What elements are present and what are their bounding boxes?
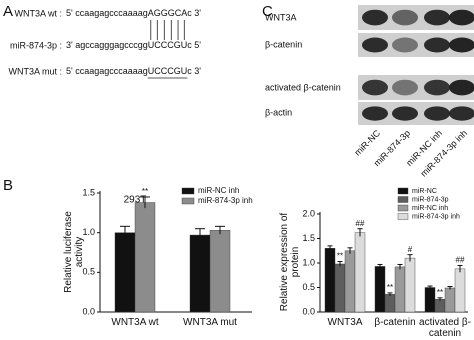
sequence-prefix: 5' ccaagagcccaaaag xyxy=(66,8,148,18)
sequence-name: WNT3A wt : xyxy=(14,8,62,18)
protein-label: activated β-catenin xyxy=(265,82,341,92)
bar xyxy=(134,202,156,313)
blot-band xyxy=(392,79,418,96)
sequence-prefix: 5' ccaagagcccaaaag xyxy=(66,66,148,76)
protein-label: β-catenin xyxy=(265,39,302,49)
significance-label: ** xyxy=(387,283,393,292)
x-tick-label: WNT3A wt xyxy=(111,317,159,328)
blot-band xyxy=(392,37,418,53)
blot-band xyxy=(449,37,474,53)
y-tick-label: 1.0 xyxy=(82,227,95,237)
bar xyxy=(424,287,436,313)
blot-band xyxy=(449,106,474,121)
blot-band xyxy=(362,9,388,26)
bar xyxy=(384,294,396,313)
y-tick-label: 1.0 xyxy=(302,257,315,267)
blot-band xyxy=(362,37,388,53)
seed-site: UCCCGU xyxy=(148,66,188,76)
bar xyxy=(354,232,366,313)
sequence-name: miR-874-3p : xyxy=(10,40,62,50)
significance-label: ** xyxy=(142,187,148,196)
protein-label: WNT3A xyxy=(265,12,297,22)
y-tick-label: 1.5 xyxy=(82,187,95,197)
x-tick-label: WNT3A xyxy=(327,317,363,328)
legend-swatch xyxy=(397,196,409,203)
seed-site: AGGGCA xyxy=(148,8,188,18)
y-tick-label: 1.5 xyxy=(302,233,315,243)
blot-band xyxy=(362,106,388,121)
legend-label: miR-NC inh xyxy=(198,186,239,195)
blot-band xyxy=(449,9,474,26)
bar xyxy=(434,299,446,313)
panel-label: C xyxy=(262,3,273,20)
y-axis-label: Relative expression of protein xyxy=(279,212,301,312)
sequence: 5' ccaagagcccaaaagAGGGCAc 3' xyxy=(66,8,201,18)
lane-label: miR-874-3p inh xyxy=(419,128,470,179)
legend-label: miR-874-3p inh xyxy=(412,213,460,220)
bar xyxy=(324,248,336,313)
sequence-suffix: c 3' xyxy=(187,8,201,18)
x-tick-label: activated β-catenin xyxy=(419,317,471,339)
sequence-prefix: 3' agccagggagcccgg xyxy=(66,40,148,50)
seed-site: UCCCGU xyxy=(148,40,188,50)
blot-band xyxy=(424,9,450,26)
x-tick-label: β-catenin xyxy=(374,317,416,328)
bar xyxy=(189,234,211,313)
legend-swatch xyxy=(397,213,409,220)
legend-swatch xyxy=(181,197,195,205)
legend-label: miR-NC inh xyxy=(412,205,448,212)
bar xyxy=(374,266,386,313)
blot-band xyxy=(424,79,450,96)
sequence-suffix: c 5' xyxy=(187,40,201,50)
legend-label: miR-NC xyxy=(412,188,437,195)
legend-swatch xyxy=(397,204,409,212)
bar xyxy=(454,268,466,313)
panel-label: B xyxy=(3,177,13,194)
lane-label: miR-NC xyxy=(352,128,382,158)
y-axis-label: Relative luciferase activity xyxy=(63,211,85,293)
blot-band xyxy=(392,9,418,26)
blot-band xyxy=(362,79,388,96)
y-tick-label: 0.5 xyxy=(82,267,95,277)
blot-band xyxy=(392,106,418,121)
y-tick-label: 2.0 xyxy=(302,208,315,218)
bar xyxy=(394,266,406,313)
sequence-name: WNT3A mut : xyxy=(8,66,62,76)
x-tick-label: WNT3A mut xyxy=(183,317,237,328)
blot-band xyxy=(424,37,450,53)
bar xyxy=(209,230,231,313)
sequence: 3' agccagggagcccggUCCCGUc 5' xyxy=(66,40,201,50)
blot-band xyxy=(449,79,474,96)
significance-label: ## xyxy=(356,219,365,228)
bar xyxy=(334,263,346,313)
sequence-suffix: c 3' xyxy=(187,66,201,76)
significance-label: # xyxy=(408,245,413,254)
bar xyxy=(404,257,416,313)
blot-band xyxy=(424,106,450,121)
y-tick-label: 0.0 xyxy=(82,306,95,316)
significance-label: ## xyxy=(456,256,465,265)
bar xyxy=(114,232,136,313)
legend-swatch xyxy=(397,187,409,195)
y-tick-label: 0.0 xyxy=(302,306,315,316)
legend-label: miR-874-3p inh xyxy=(198,196,253,205)
significance-label: ** xyxy=(437,288,443,297)
bar xyxy=(344,250,356,313)
legend-label: miR-874-3p xyxy=(412,196,449,203)
legend-swatch xyxy=(181,187,195,195)
sequence: 5' ccaagagcccaaaagUCCCGUc 3' xyxy=(66,66,201,76)
chart-title: 293T xyxy=(124,195,147,206)
y-tick-label: 0.5 xyxy=(302,282,315,292)
significance-label: ** xyxy=(337,252,343,261)
protein-label: β-actin xyxy=(265,107,292,117)
bar xyxy=(444,287,456,313)
panel-label: A xyxy=(3,3,13,20)
